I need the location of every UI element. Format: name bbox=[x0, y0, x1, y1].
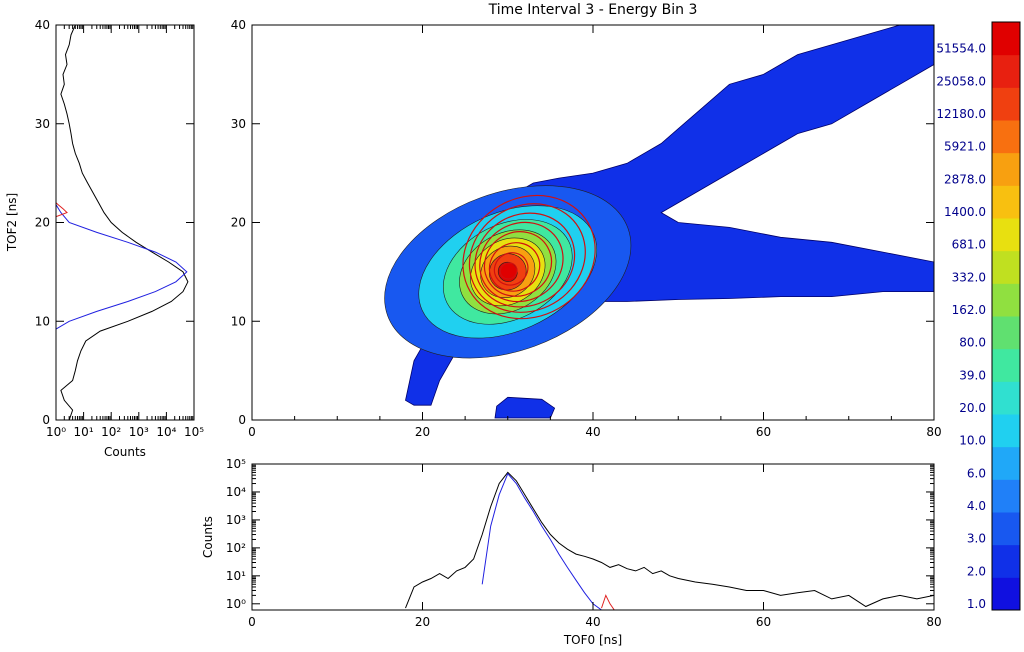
colorbar-label: 80.0 bbox=[959, 336, 986, 350]
fit-contour-6 bbox=[493, 252, 529, 286]
tof2-histogram-plot: 10⁰ 10¹ 10² 10³ 10⁴ 10⁵ 0 10 20 30 40 Counts TOF2 [n… bbox=[5, 18, 204, 459]
chart-title: Time Interval 3 - Energy Bin 3 bbox=[488, 2, 698, 18]
colorbar-label: 1400.0 bbox=[944, 205, 986, 219]
left-plot-area bbox=[56, 25, 189, 420]
colorbar: 1.0 2.0 3.0 4.0 6.0 10.0 20.0 39.0 80.0 162.0 332.… bbox=[936, 21, 1021, 611]
bottom-y-tick-label: 10⁵ bbox=[226, 457, 246, 471]
left-x-tick-label: 10⁵ bbox=[184, 425, 204, 439]
colorbar-label: 20.0 bbox=[959, 401, 986, 415]
main-x-tick-label: 0 bbox=[248, 425, 256, 439]
main-x-tick-label: 80 bbox=[926, 425, 941, 439]
colorbar-segment bbox=[992, 544, 1020, 578]
left-x-tick-label: 10⁰ bbox=[46, 425, 66, 439]
contour-region-blob bbox=[494, 396, 556, 419]
bottom-x-tick-label: 0 bbox=[248, 615, 256, 629]
bottom-x-tick-label: 60 bbox=[756, 615, 771, 629]
left-series-0 bbox=[60, 25, 189, 420]
bottom-x-tick-label: 40 bbox=[585, 615, 600, 629]
left-x-tick-label: 10² bbox=[101, 425, 121, 439]
fit-contour-2 bbox=[474, 212, 576, 308]
colorbar-segment bbox=[992, 250, 1020, 284]
colorbar-label: 4.0 bbox=[967, 499, 986, 513]
left-y-tick-label: 10 bbox=[35, 314, 50, 328]
colorbar-label: 2878.0 bbox=[944, 172, 986, 186]
colorbar-label: 51554.0 bbox=[936, 42, 986, 56]
colorbar-segment bbox=[992, 152, 1020, 186]
colorbar-segment bbox=[992, 218, 1020, 252]
colorbar-label: 6.0 bbox=[967, 466, 986, 480]
left-y-tick-label: 20 bbox=[35, 216, 50, 230]
main-y-tick-label: 20 bbox=[231, 216, 246, 230]
colorbar-segment bbox=[992, 414, 1020, 448]
colorbar-segment bbox=[992, 381, 1020, 415]
fit-contour-0 bbox=[462, 194, 596, 320]
colorbar-segment bbox=[992, 446, 1020, 480]
bottom-series-0 bbox=[405, 471, 934, 609]
colorbar-frame bbox=[991, 21, 1021, 611]
left-plot-frame bbox=[55, 24, 195, 421]
colorbar-segment bbox=[992, 348, 1020, 382]
colorbar-label: 332.0 bbox=[952, 270, 986, 284]
colorbar-label: 2.0 bbox=[967, 564, 986, 578]
fit-contour-7 bbox=[499, 262, 518, 280]
bottom-y-tick-label: 10³ bbox=[226, 513, 246, 527]
bottom-y-tick-label: 10⁴ bbox=[226, 485, 246, 499]
colorbar-segment bbox=[992, 512, 1020, 546]
bottom-series-1 bbox=[481, 472, 602, 610]
left-y-tick-label: 30 bbox=[35, 117, 50, 131]
colorbar-label: 10.0 bbox=[959, 434, 986, 448]
colorbar-segment bbox=[992, 185, 1020, 219]
bottom-y-tick-label: 10² bbox=[226, 541, 246, 555]
left-x-tick-label: 10³ bbox=[129, 425, 149, 439]
left-y-axis-label: TOF2 [ns] bbox=[5, 193, 19, 252]
colorbar-segment bbox=[992, 479, 1020, 513]
main-x-tick-label: 60 bbox=[756, 425, 771, 439]
main-contour-plot: 0 20 40 60 80 0 10 20 30 40 bbox=[231, 18, 942, 439]
colorbar-segment bbox=[992, 87, 1020, 121]
colorbar-label: 3.0 bbox=[967, 532, 986, 546]
colorbar-label: 681.0 bbox=[952, 238, 986, 252]
bottom-x-axis-label: TOF0 [ns] bbox=[563, 633, 622, 647]
fit-contour-5 bbox=[488, 242, 541, 292]
colorbar-label: 5921.0 bbox=[944, 140, 986, 154]
bottom-y-axis-label: Counts bbox=[201, 516, 215, 558]
main-plot-area bbox=[384, 25, 934, 419]
left-y-tick-label: 0 bbox=[42, 413, 50, 427]
left-y-tick-label: 40 bbox=[35, 18, 50, 32]
colorbar-label: 25058.0 bbox=[936, 74, 986, 88]
bottom-x-tick-label: 80 bbox=[926, 615, 941, 629]
main-x-tick-label: 20 bbox=[415, 425, 430, 439]
bottom-series-2 bbox=[601, 594, 615, 610]
left-x-tick-label: 10¹ bbox=[74, 425, 94, 439]
colorbar-label: 1.0 bbox=[967, 597, 986, 611]
main-x-tick-label: 40 bbox=[585, 425, 600, 439]
fit-contour-1 bbox=[468, 203, 586, 313]
colorbar-segment bbox=[992, 283, 1020, 317]
fit-contour-3 bbox=[479, 221, 564, 303]
main-y-tick-label: 30 bbox=[231, 117, 246, 131]
tof0-histogram-plot: 0 20 40 60 80 10⁰ 10¹ 10² 10³ 10⁴ 10⁵ TOF0 [ns] Coun… bbox=[201, 457, 942, 647]
colorbar-segment bbox=[992, 316, 1020, 350]
colorbar-segment bbox=[992, 120, 1020, 154]
colorbar-segment bbox=[992, 22, 1020, 56]
left-x-axis-label: Counts bbox=[104, 445, 146, 459]
colorbar-label: 12180.0 bbox=[936, 107, 986, 121]
left-x-tick-label: 10⁴ bbox=[156, 425, 176, 439]
colorbar-label: 39.0 bbox=[959, 368, 986, 382]
bottom-y-tick-label: 10¹ bbox=[226, 569, 246, 583]
left-series-1 bbox=[56, 204, 188, 330]
main-y-tick-label: 40 bbox=[231, 18, 246, 32]
bottom-x-tick-label: 20 bbox=[415, 615, 430, 629]
colorbar-segment bbox=[992, 577, 1020, 611]
colorbar-segment bbox=[992, 54, 1020, 88]
bottom-plot-frame bbox=[251, 463, 935, 611]
bottom-plot-area bbox=[405, 471, 934, 610]
fit-contour-4 bbox=[483, 231, 553, 297]
colorbar-label: 162.0 bbox=[952, 303, 986, 317]
left-series-2 bbox=[56, 202, 68, 218]
main-y-tick-label: 10 bbox=[231, 314, 246, 328]
main-y-tick-label: 0 bbox=[238, 413, 246, 427]
bottom-y-tick-label: 10⁰ bbox=[226, 597, 246, 611]
